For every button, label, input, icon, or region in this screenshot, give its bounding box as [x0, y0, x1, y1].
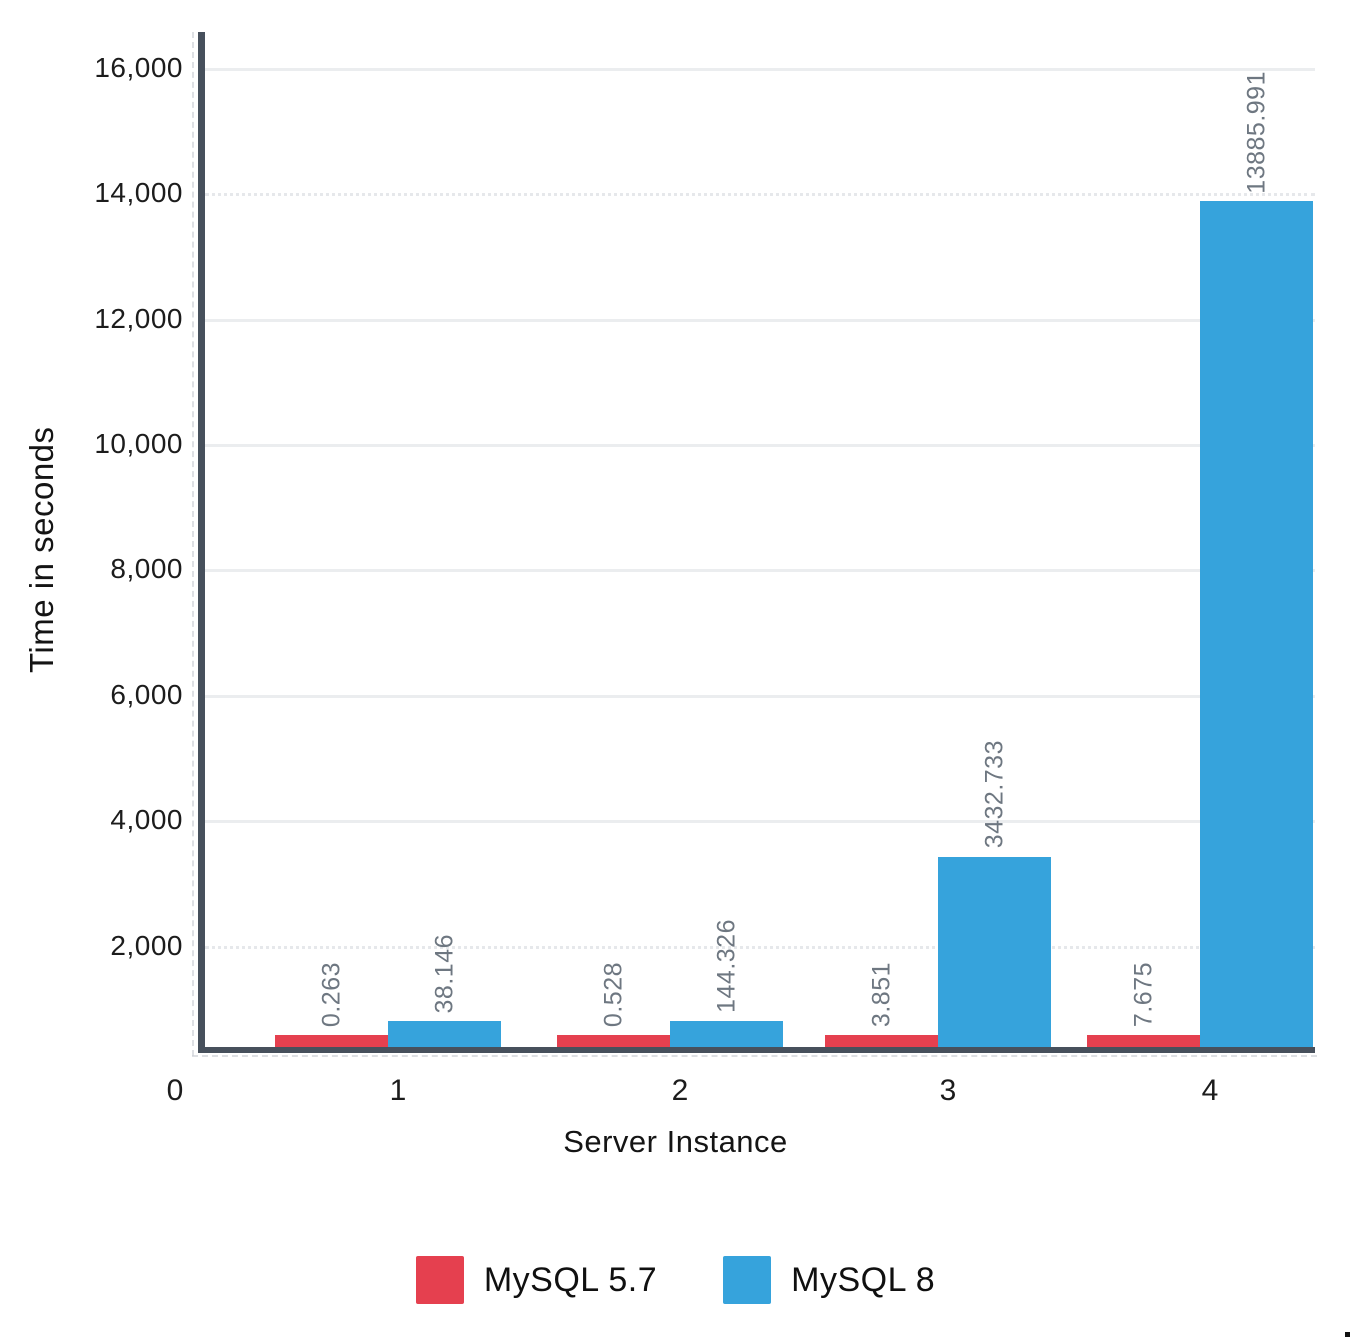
- y-axis-title: Time in seconds: [23, 426, 60, 674]
- bar-value-label: 13885.991: [1242, 70, 1270, 194]
- x-axis-line: [198, 1047, 1315, 1053]
- y-axis-line: [198, 32, 205, 1053]
- legend-label: MySQL 8: [791, 1260, 936, 1299]
- bar-mysql-5-7-instance-2: 0.528: [557, 962, 670, 1047]
- bar-value-label: 38.146: [430, 933, 458, 1013]
- x-axis-dashed-shadow: [192, 1055, 1317, 1057]
- y-tick-label-10000: 10,000: [94, 428, 183, 459]
- bar-value-label: 3432.733: [980, 740, 1008, 849]
- bar-mysql-8-instance-1: 38.146: [388, 934, 501, 1047]
- y-tick-label-2000: 2,000: [110, 929, 183, 961]
- bar-value-label: 3.851: [867, 961, 895, 1027]
- gridline-14000: [205, 193, 1315, 197]
- y-tick-label-16000: 16,000: [94, 51, 183, 83]
- bar-value-label: 0.263: [317, 961, 345, 1027]
- bar-mysql-5-7-instance-1: 0.263: [275, 962, 388, 1047]
- legend: MySQL 5.7 MySQL 8: [0, 1254, 1351, 1306]
- y-tick-label-6000: 6,000: [110, 678, 183, 710]
- x-axis-title: Server Instance: [563, 1124, 788, 1159]
- legend-swatch: [723, 1256, 772, 1304]
- bar-mysql-8-instance-4: 13885.991: [1200, 71, 1313, 1047]
- gridline-8000: [205, 569, 1315, 573]
- y-tick-label-8000: 8,000: [110, 553, 183, 585]
- bar-mysql-5-7-instance-4: 7.675: [1087, 962, 1200, 1047]
- gridline-6000: [205, 694, 1315, 698]
- y-axis-dashed-shadow: [192, 32, 194, 1056]
- gridline-4000: [205, 820, 1315, 824]
- x-tick-label-3: 3: [939, 1074, 957, 1107]
- x-tick-label-2: 2: [671, 1074, 689, 1107]
- gridline-2000: [205, 945, 1315, 949]
- bar-mysql-8-instance-2: 144.326: [670, 919, 783, 1047]
- legend-label: MySQL 5.7: [483, 1260, 658, 1299]
- bar-value-label: 7.675: [1129, 961, 1157, 1027]
- legend-swatch: [415, 1256, 464, 1304]
- legend-item-mysql-8: MySQL 8: [723, 1256, 935, 1304]
- bar-mysql-8-instance-3: 3432.733: [938, 740, 1051, 1047]
- x-tick-label-4: 4: [1201, 1074, 1219, 1107]
- y-tick-label-14000: 14,000: [94, 177, 183, 209]
- y-tick-label-12000: 12,000: [94, 302, 183, 334]
- corner-mark: [1345, 1332, 1350, 1337]
- bar-value-label: 144.326: [712, 919, 740, 1013]
- gridline-10000: [205, 444, 1315, 447]
- y-tick-label-4000: 4,000: [110, 804, 183, 836]
- gridline-12000: [205, 318, 1315, 322]
- x-tick-label-1: 1: [389, 1074, 407, 1107]
- x-tick-label-0: 0: [166, 1074, 184, 1107]
- gridline-16000: [205, 67, 1315, 71]
- bar-value-label: 0.528: [599, 961, 627, 1027]
- legend-item-mysql-5-7: MySQL 5.7: [415, 1256, 658, 1304]
- bar-mysql-5-7-instance-3: 3.851: [825, 962, 938, 1047]
